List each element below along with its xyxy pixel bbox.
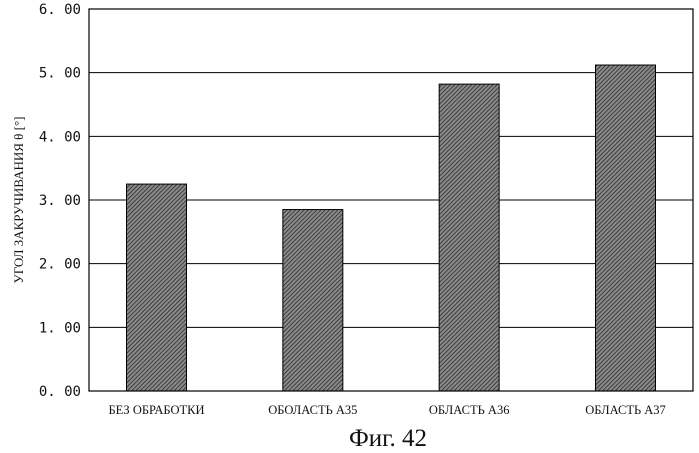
figure-caption: Фиг. 42 bbox=[349, 425, 427, 452]
x-category-label: ОБОЛАСТЬ А35 bbox=[268, 403, 357, 417]
bars bbox=[127, 65, 656, 391]
x-category-label: БЕЗ ОБРАБОТКИ bbox=[108, 403, 204, 417]
y-tick-label: 0. 00 bbox=[39, 384, 81, 400]
y-tick-label: 5. 00 bbox=[39, 66, 81, 82]
y-tick-label: 6. 00 bbox=[39, 2, 81, 18]
bar-2 bbox=[439, 84, 499, 391]
bar-3 bbox=[596, 65, 656, 391]
y-axis-title: УГОЛ ЗАКРУЧИВАНИЯ θ [°] bbox=[11, 117, 26, 284]
y-tick-label: 4. 00 bbox=[39, 129, 81, 145]
y-tick-label: 1. 00 bbox=[39, 320, 81, 336]
bar-0 bbox=[127, 184, 187, 391]
y-tick-labels: 0. 00 1. 00 2. 00 3. 00 4. 00 5. 00 6. 00 bbox=[39, 2, 81, 400]
x-category-labels: БЕЗ ОБРАБОТКИ ОБОЛАСТЬ А35 ОБЛАСТЬ А36 ОБЛА… bbox=[108, 403, 665, 417]
bar-1 bbox=[283, 210, 343, 391]
x-category-label: ОБЛАСТЬ А36 bbox=[429, 403, 510, 417]
x-category-label: ОБЛАСТЬ А37 bbox=[585, 403, 666, 417]
y-tick-label: 2. 00 bbox=[39, 257, 81, 273]
y-tick-label: 3. 00 bbox=[39, 193, 81, 209]
